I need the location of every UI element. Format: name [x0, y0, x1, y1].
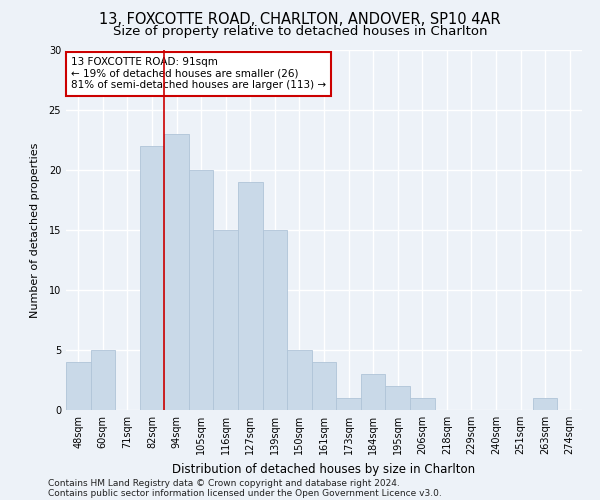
Bar	[91, 350, 115, 410]
Text: 13, FOXCOTTE ROAD, CHARLTON, ANDOVER, SP10 4AR: 13, FOXCOTTE ROAD, CHARLTON, ANDOVER, SP…	[99, 12, 501, 28]
Bar	[385, 386, 410, 410]
Bar	[287, 350, 312, 410]
Text: Contains HM Land Registry data © Crown copyright and database right 2024.: Contains HM Land Registry data © Crown c…	[48, 478, 400, 488]
Bar	[140, 146, 164, 410]
Bar	[410, 398, 434, 410]
Bar	[189, 170, 214, 410]
Bar	[238, 182, 263, 410]
Text: Size of property relative to detached houses in Charlton: Size of property relative to detached ho…	[113, 25, 487, 38]
Text: Contains public sector information licensed under the Open Government Licence v3: Contains public sector information licen…	[48, 488, 442, 498]
Bar	[533, 398, 557, 410]
Bar	[214, 230, 238, 410]
Text: 13 FOXCOTTE ROAD: 91sqm
← 19% of detached houses are smaller (26)
81% of semi-de: 13 FOXCOTTE ROAD: 91sqm ← 19% of detache…	[71, 57, 326, 90]
Bar	[164, 134, 189, 410]
Bar	[312, 362, 336, 410]
X-axis label: Distribution of detached houses by size in Charlton: Distribution of detached houses by size …	[172, 462, 476, 475]
Bar	[66, 362, 91, 410]
Bar	[336, 398, 361, 410]
Bar	[263, 230, 287, 410]
Y-axis label: Number of detached properties: Number of detached properties	[31, 142, 40, 318]
Bar	[361, 374, 385, 410]
